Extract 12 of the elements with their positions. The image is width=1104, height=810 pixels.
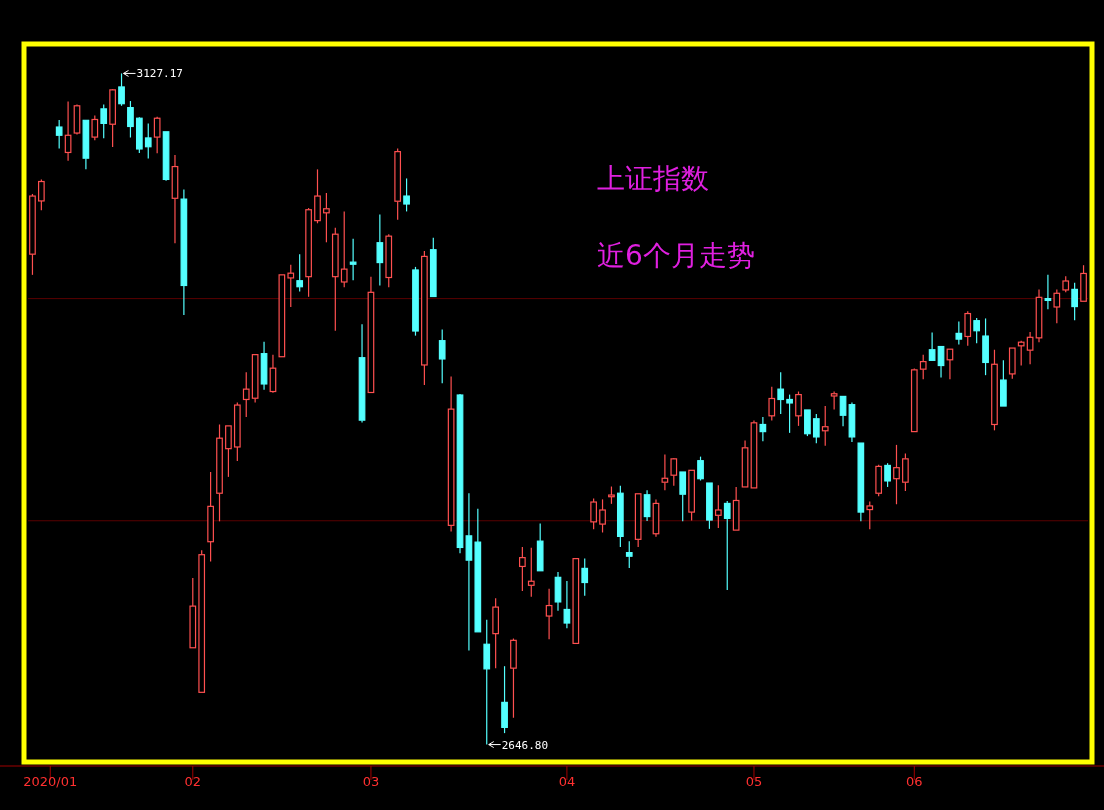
x-tick-label: 2020/01 — [23, 774, 78, 789]
annotation: 2646.80 — [488, 738, 549, 752]
x-tick-label: 03 — [362, 774, 380, 789]
x-tick-label: 02 — [184, 774, 202, 789]
x-tick-label: 04 — [558, 774, 576, 789]
text: 近6个月走势 — [597, 239, 755, 272]
annotation: 3127.17 — [123, 67, 183, 81]
x-tick-label: 05 — [745, 774, 763, 789]
annotation: 3127.17 — [136, 67, 183, 81]
x-tick-label: 06 — [906, 774, 923, 789]
text: 上证指数 — [597, 162, 709, 195]
annotation: 2646.80 — [501, 738, 549, 752]
